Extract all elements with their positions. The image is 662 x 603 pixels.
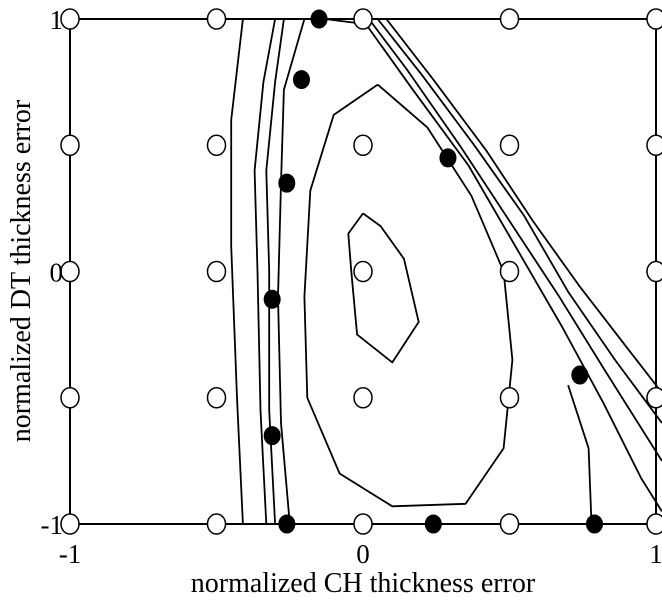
grid-point [646, 8, 662, 30]
contour-line-6 [277, 18, 306, 525]
grid-point [60, 8, 80, 30]
y-tick-label: 0 [50, 258, 64, 288]
grid-point [353, 134, 373, 156]
sample-grid-points [60, 8, 662, 535]
grid-point [206, 260, 227, 283]
grid-point [206, 8, 227, 30]
contour-line-7 [324, 18, 662, 512]
solution-point [310, 9, 328, 29]
grid-point [206, 134, 227, 156]
x-tick-label: 0 [356, 539, 370, 569]
grid-point [499, 8, 520, 30]
grid-point [206, 513, 227, 535]
contour-line-11 [567, 384, 593, 525]
contour-line-1 [347, 212, 420, 364]
solution-point [571, 365, 589, 385]
contour-line-4 [253, 18, 276, 525]
grid-point [353, 513, 373, 535]
solution-points [263, 9, 603, 534]
grid-point [60, 260, 80, 283]
grid-point [60, 513, 80, 535]
y-axis-label: normalized DT thickness error [6, 99, 37, 442]
contour-line-10 [385, 18, 662, 394]
solution-point [439, 148, 457, 168]
grid-point [499, 387, 520, 409]
grid-point [646, 260, 662, 283]
y-tick-label: -1 [41, 510, 64, 540]
grid-point [499, 260, 520, 283]
grid-point [353, 8, 373, 30]
x-axis-label: normalized CH thickness error [191, 568, 536, 599]
solution-point [292, 70, 310, 90]
grid-point [646, 387, 662, 409]
x-tick-label: 1 [649, 539, 662, 569]
solution-point [585, 514, 603, 534]
solution-point [424, 514, 442, 534]
solution-point [263, 426, 281, 446]
grid-point [499, 134, 520, 156]
contour-line-3 [265, 18, 285, 525]
contour-line-8 [368, 18, 662, 462]
solution-point [263, 289, 281, 309]
contour-line-5 [230, 18, 244, 525]
grid-point [60, 387, 80, 409]
solution-point [278, 514, 296, 534]
contour-line-9 [376, 18, 662, 424]
grid-point [353, 387, 373, 409]
tick-labels: -1 0 1 -1 0 1 [41, 5, 662, 569]
contour-lines [230, 18, 662, 525]
contour-line-2 [303, 83, 514, 508]
grid-point [206, 387, 227, 409]
y-tick-label: 1 [50, 5, 64, 35]
grid-point [353, 260, 373, 283]
x-tick-label: -1 [59, 539, 82, 569]
grid-point [499, 513, 520, 535]
grid-point [646, 513, 662, 535]
solution-point [278, 173, 296, 193]
grid-point [646, 134, 662, 156]
grid-point [60, 134, 80, 156]
